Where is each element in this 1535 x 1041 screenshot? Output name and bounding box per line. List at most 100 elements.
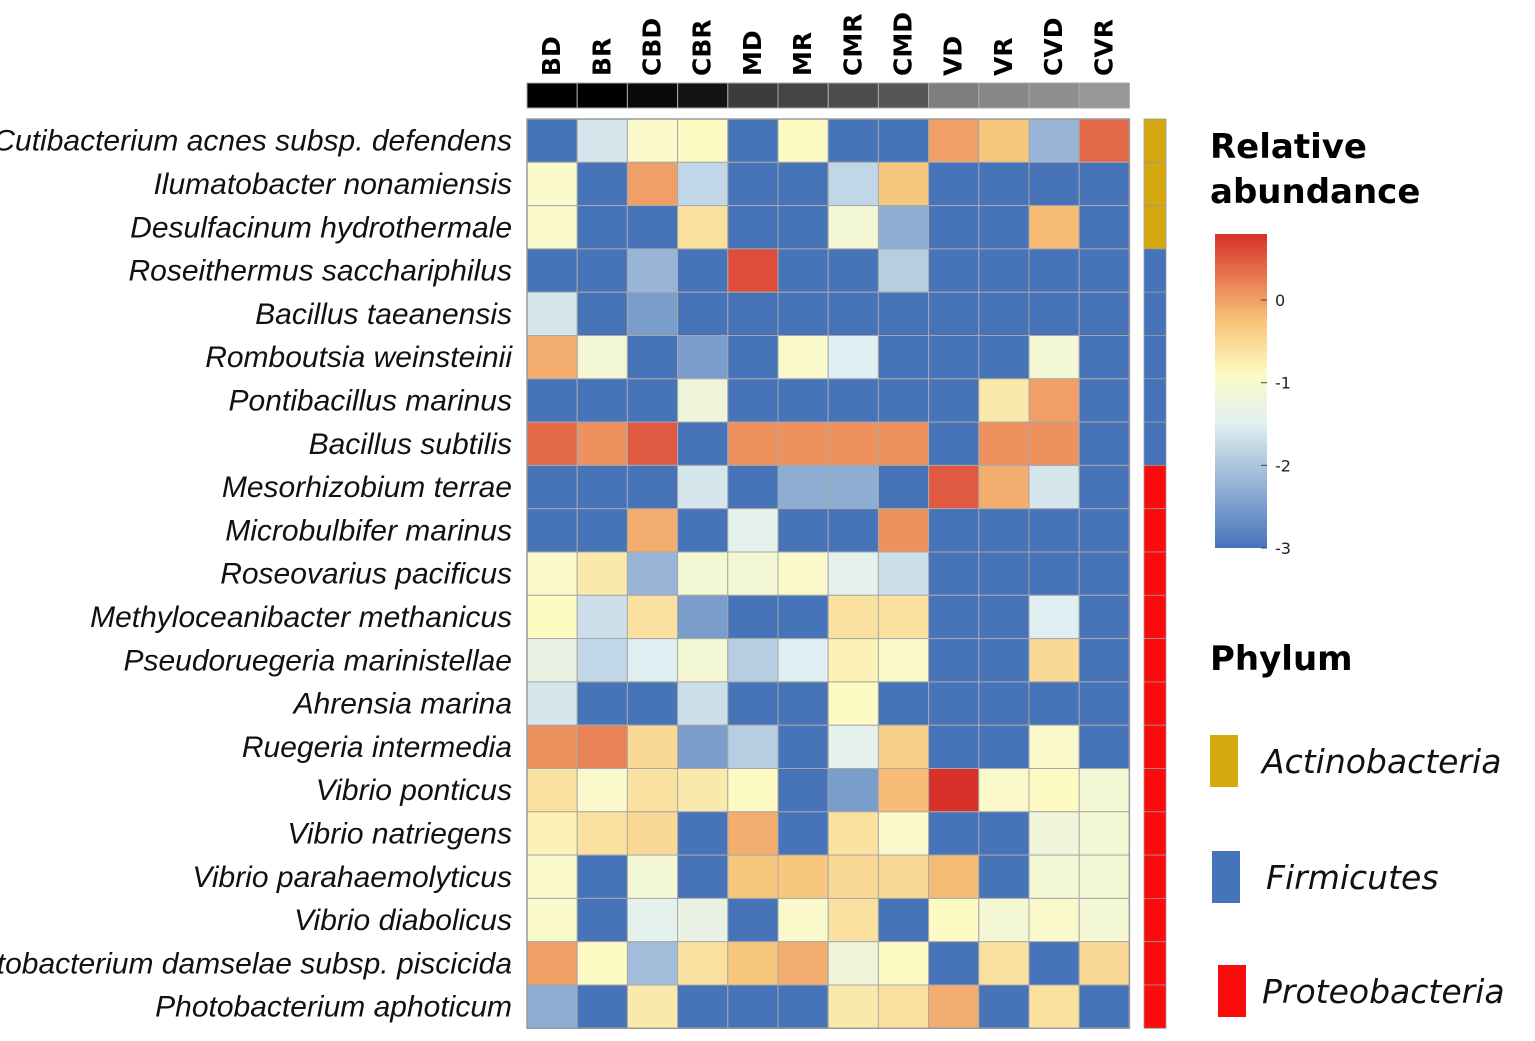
heatmap-cell [727, 551, 779, 596]
phylum-swatch-actinobacteria [1143, 118, 1167, 163]
heatmap-cell [777, 335, 829, 380]
color-scale-ticks: 0 -1 -2 -3 [1261, 291, 1291, 558]
heatmap-cell [1028, 118, 1080, 163]
heatmap-cell [576, 551, 628, 596]
heatmap-cell [677, 291, 729, 337]
heatmap-cell [1078, 118, 1130, 163]
heatmap-cell [777, 638, 829, 683]
heatmap-cell [827, 464, 879, 510]
row-label: Bacillus taeanensis [255, 298, 512, 331]
heatmap-cell [877, 378, 930, 423]
phylum-annotation-bar [1143, 118, 1167, 1029]
heatmap-cell [526, 854, 578, 899]
heatmap-cell [727, 291, 779, 337]
heatmap-cell [978, 508, 1030, 553]
heatmap-cell [978, 205, 1030, 250]
heatmap-cell [827, 421, 879, 466]
row-label: Vibrio ponticus [316, 774, 512, 807]
heatmap-cell [526, 941, 578, 986]
heatmap-cells [526, 118, 1131, 1030]
heatmap-cell [526, 291, 578, 337]
heatmap-cell [978, 984, 1030, 1029]
row-label: Roseovarius pacificus [220, 558, 512, 591]
phylum-legend-swatch-firmicutes [1212, 851, 1240, 903]
phylum-legend-swatch-actinobacteria [1210, 735, 1238, 787]
heatmap-cell [576, 594, 628, 640]
heatmap-cell [526, 681, 578, 726]
heatmap-cell [526, 421, 578, 466]
heatmap-cell [777, 897, 829, 943]
heatmap-cell [626, 724, 679, 770]
heatmap-cell [1028, 464, 1080, 510]
heatmap-cell [1028, 508, 1080, 553]
heatmap-cell [677, 897, 729, 943]
heatmap-cell [626, 464, 679, 510]
heatmap-cell [1078, 291, 1130, 337]
heatmap-cell [928, 551, 980, 596]
heatmap-cell [576, 161, 628, 207]
column-label-mr: MR [788, 32, 817, 76]
heatmap-cell [1028, 291, 1080, 337]
heatmap-cell [727, 941, 779, 986]
heatmap-cell [727, 854, 779, 899]
phylum-swatch-proteobacteria [1143, 638, 1167, 683]
color-scale-bar [1215, 234, 1267, 548]
heatmap-cell [526, 811, 578, 856]
heatmap-cell [1028, 378, 1080, 423]
row-label: Ruegeria intermedia [242, 731, 512, 764]
phylum-legend: Phylum Actinobacteria Firmicutes Proteobac… [1210, 639, 1505, 1017]
row-label: Mesorhizobium terrae [222, 471, 512, 504]
heatmap-cell [677, 984, 729, 1029]
heatmap-cell [827, 551, 879, 596]
phylum-legend-items: Actinobacteria Firmicutes Proteobacteria [1210, 735, 1505, 1017]
heatmap-cell [727, 768, 779, 813]
heatmap-cell [626, 118, 679, 163]
heatmap-cell [727, 248, 779, 293]
heatmap-cell [1078, 551, 1130, 596]
heatmap-cell [526, 984, 578, 1029]
heatmap-cell [978, 248, 1030, 293]
heatmap-cell [1078, 897, 1130, 943]
heatmap-cell [626, 638, 679, 683]
heatmap-cell [1078, 205, 1130, 250]
heatmap-cell [978, 854, 1030, 899]
heatmap-cell [777, 378, 829, 423]
heatmap-cell [677, 508, 729, 553]
row-label: Ahrensia marina [292, 688, 512, 721]
heatmap-cell [1078, 941, 1130, 986]
heatmap-cell [1078, 335, 1130, 380]
row-label: Pontibacillus marinus [229, 384, 512, 417]
heatmap-cell [576, 768, 628, 813]
heatmap-cell [928, 984, 980, 1029]
heatmap-cell [526, 118, 578, 163]
phylum-swatch-proteobacteria [1143, 594, 1167, 639]
heatmap-cell [928, 335, 980, 380]
scale-tick-label: 0 [1275, 291, 1285, 310]
heatmap-cell [526, 897, 578, 943]
heatmap-cell [727, 161, 779, 207]
heatmap-cell [928, 897, 980, 943]
heatmap-cell [928, 811, 980, 856]
row-label: Vibrio diabolicus [294, 904, 512, 937]
heatmap-cell [626, 811, 679, 856]
column-label-cbr: CBR [688, 19, 717, 76]
heatmap-cell [626, 205, 679, 250]
heatmap-cell [576, 681, 628, 726]
heatmap-cell [1078, 768, 1130, 813]
heatmap-cell [978, 118, 1030, 163]
heatmap-cell [928, 291, 980, 337]
heatmap-cell [1028, 551, 1080, 596]
heatmap-cell [827, 984, 879, 1029]
heatmap-cell [777, 941, 829, 986]
heatmap-cell [626, 984, 679, 1029]
heatmap-cell [1028, 854, 1080, 899]
heatmap-cell [526, 378, 578, 423]
heatmap-cell [576, 335, 628, 380]
heatmap-cell [877, 291, 930, 337]
phylum-legend-label-proteobacteria: Proteobacteria [1262, 972, 1505, 1011]
column-label-vd: VD [939, 36, 968, 76]
heatmap-cell [626, 291, 679, 337]
heatmap-cell [777, 768, 829, 813]
heatmap-cell [978, 768, 1030, 813]
